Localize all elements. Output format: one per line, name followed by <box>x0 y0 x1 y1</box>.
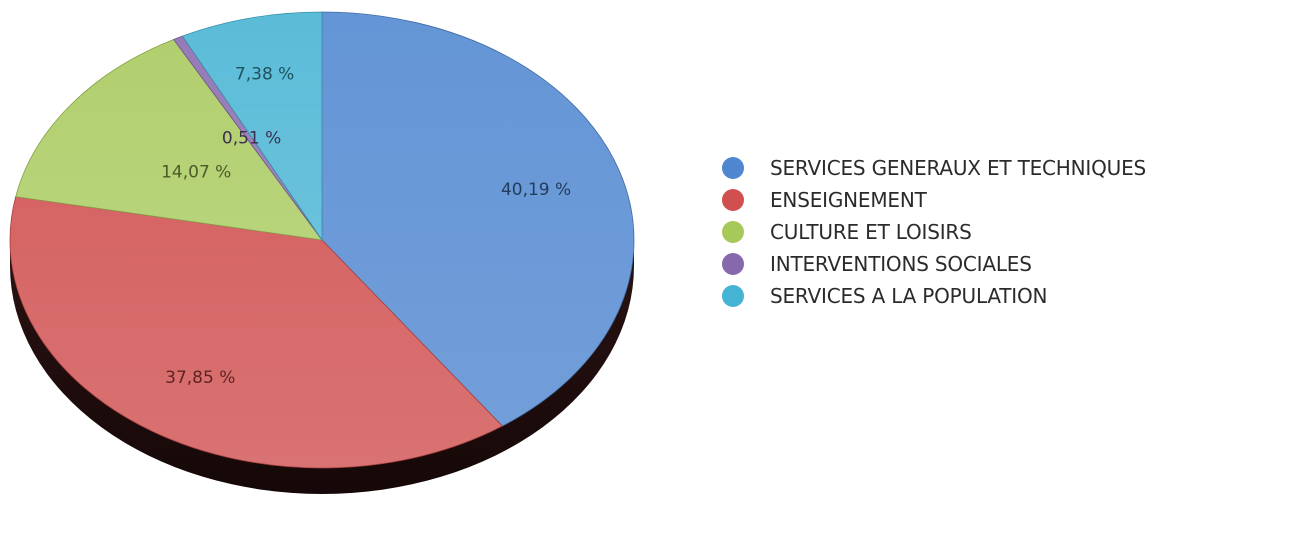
pie-slice <box>15 38 323 241</box>
legend-swatch-circle-icon <box>722 285 744 307</box>
pie-slice-value-label: 40,19 % <box>501 180 571 200</box>
legend-swatch-circle-icon <box>722 221 744 243</box>
pie-slice-value-label: 37,85 % <box>165 368 235 388</box>
legend: SERVICES GENERAUX ET TECHNIQUES ENSEIGNE… <box>722 152 1146 312</box>
legend-label: INTERVENTIONS SOCIALES <box>770 252 1032 276</box>
pie-slice <box>321 11 635 427</box>
pie-slices-layer <box>9 11 635 469</box>
legend-label: ENSEIGNEMENT <box>770 188 927 212</box>
legend-label: SERVICES GENERAUX ET TECHNIQUES <box>770 156 1147 180</box>
pie-slice-value-label: 7,38 % <box>235 64 294 84</box>
legend-item-services-generaux: SERVICES GENERAUX ET TECHNIQUES <box>722 152 1146 184</box>
pie-slice <box>181 11 323 242</box>
pie-labels-layer: 40,19 % 37,85 % 14,07 % 0,51 % 7,38 % <box>161 64 571 387</box>
pie-slice-value-label: 0,51 % <box>222 129 281 149</box>
legend-label: CULTURE ET LOISIRS <box>770 220 972 244</box>
legend-item-culture-loisirs: CULTURE ET LOISIRS <box>722 216 1146 248</box>
legend-swatch-circle-icon <box>722 253 744 275</box>
legend-swatch-circle-icon <box>722 189 744 211</box>
legend-swatch-circle-icon <box>722 157 744 179</box>
pie-slice <box>9 196 504 469</box>
legend-item-interventions-sociales: INTERVENTIONS SOCIALES <box>722 248 1146 280</box>
legend-item-services-population: SERVICES A LA POPULATION <box>722 280 1146 312</box>
legend-item-enseignement: ENSEIGNEMENT <box>722 184 1146 216</box>
legend-label: SERVICES A LA POPULATION <box>770 284 1048 308</box>
pie-slice-value-label: 14,07 % <box>161 163 231 183</box>
